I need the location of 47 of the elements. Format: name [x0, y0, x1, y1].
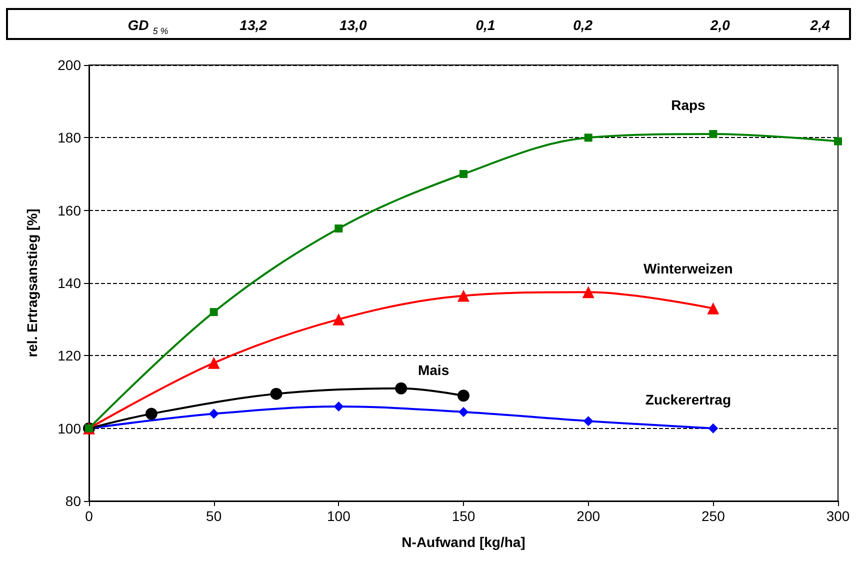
point	[582, 286, 594, 298]
point	[458, 406, 468, 417]
series-label: Zuckerertrag	[645, 391, 731, 408]
point	[583, 416, 594, 426]
x-tick-label: 50	[206, 508, 222, 524]
text: 13,2	[240, 17, 267, 33]
x-tick-label: 250	[701, 508, 726, 524]
y-tick-label: 160	[58, 202, 82, 218]
y-tick-label: 180	[58, 130, 82, 146]
point	[834, 137, 842, 146]
point	[334, 224, 343, 232]
point	[208, 356, 220, 369]
text: 13,0	[340, 17, 367, 33]
x-tick-label: 0	[85, 508, 94, 524]
y-tick-label: 80	[65, 493, 82, 509]
point	[460, 170, 468, 178]
x-tick-label: 150	[452, 508, 476, 524]
point	[709, 130, 718, 138]
point	[584, 134, 592, 142]
point	[208, 408, 219, 419]
x-tick-label: 100	[326, 508, 351, 524]
text: GD $_{5 %}$	[128, 17, 168, 36]
x-tick-label: 200	[576, 508, 600, 524]
point	[707, 302, 720, 314]
x-axis-title: N-Aufwand [kg/ha]	[402, 534, 526, 550]
y-axis-title: rel. Ertragsanstieg [%]	[24, 208, 40, 358]
point	[332, 313, 345, 326]
y-tick-label: 120	[58, 348, 82, 364]
x-tick-label: 300	[826, 508, 850, 524]
point	[458, 290, 470, 302]
y-tick-label: 100	[58, 420, 82, 436]
point	[210, 308, 218, 316]
point	[458, 390, 470, 402]
text: 2,0	[710, 17, 730, 33]
point	[145, 408, 158, 420]
text: 0,1	[476, 17, 496, 33]
y-tick-label: 200	[58, 57, 82, 73]
text: 2,4	[810, 17, 830, 33]
point	[395, 382, 408, 394]
text: 0,2	[573, 17, 593, 33]
series-label: Winterweizen	[644, 260, 733, 276]
series-label: Raps	[671, 96, 706, 113]
series-label: Mais	[418, 362, 450, 378]
point	[708, 423, 718, 434]
point	[334, 402, 344, 412]
point	[270, 388, 282, 400]
y-tick-label: 140	[58, 275, 82, 291]
